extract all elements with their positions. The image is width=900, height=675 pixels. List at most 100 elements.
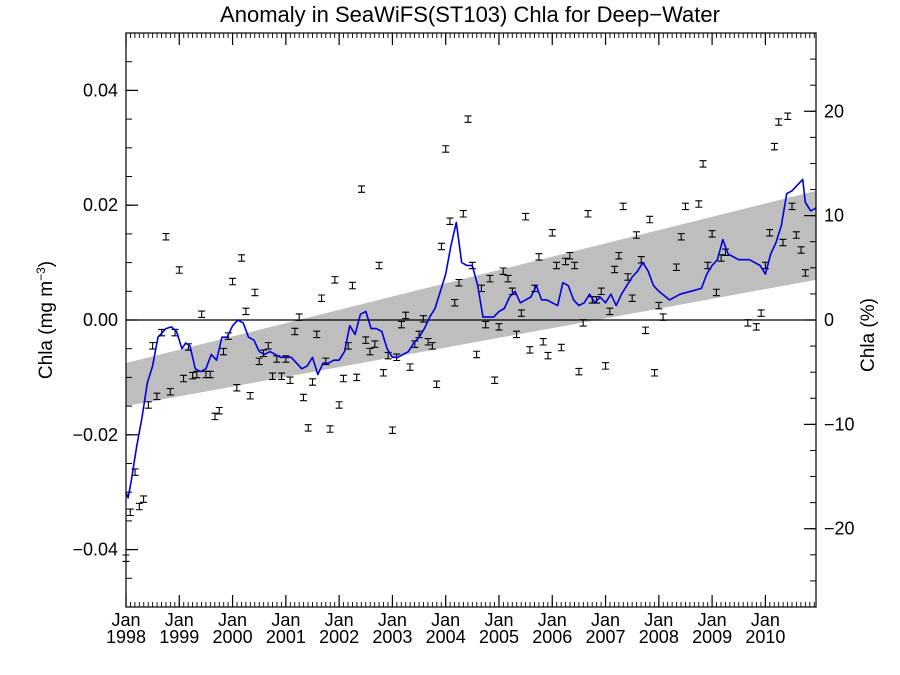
x-tick-year-label: 2010	[745, 627, 785, 647]
data-point	[651, 369, 659, 377]
x-tick-year-label: 2001	[266, 627, 306, 647]
data-point	[419, 315, 427, 323]
data-point	[264, 342, 272, 350]
right-y-axis: −20 −10 0 10 20	[804, 58, 855, 582]
data-point	[695, 200, 703, 208]
data-point	[313, 330, 321, 339]
data-point	[326, 425, 334, 433]
data-point	[464, 115, 472, 123]
data-point	[597, 287, 605, 296]
data-point	[153, 392, 161, 401]
data-point	[251, 288, 259, 297]
data-point	[473, 350, 481, 359]
data-point	[486, 274, 494, 283]
data-point	[242, 307, 250, 316]
right-tick-label: 0	[824, 310, 834, 330]
data-point	[504, 274, 512, 283]
x-tick-year-label: 2000	[213, 627, 253, 647]
data-point	[299, 393, 307, 402]
data-point	[562, 257, 570, 266]
data-point	[459, 210, 467, 218]
data-point	[522, 212, 530, 221]
left-y-axis-label: Chla (mg m−3)	[34, 261, 57, 379]
data-point	[362, 336, 370, 344]
x-tick-year-label: 2004	[426, 627, 466, 647]
data-point	[220, 347, 228, 356]
data-point	[672, 263, 680, 271]
data-point	[375, 261, 383, 270]
data-point	[269, 372, 277, 381]
right-tick-label: −20	[824, 519, 855, 539]
right-tick-label: 10	[824, 206, 844, 226]
right-tick-label: 20	[824, 101, 844, 121]
data-point	[775, 118, 783, 126]
data-point	[402, 311, 410, 320]
data-point	[286, 376, 294, 385]
data-point	[539, 338, 547, 346]
data-point	[548, 229, 556, 237]
data-point	[366, 347, 374, 356]
data-point	[602, 362, 610, 370]
x-tick-year-label: 2009	[692, 627, 732, 647]
data-point	[353, 373, 361, 382]
data-point	[339, 374, 347, 383]
data-point	[189, 371, 197, 380]
data-point	[348, 281, 356, 290]
data-point	[335, 401, 343, 409]
data-point	[304, 424, 312, 432]
left-y-axis: −0.04 −0.02 0.00 0.02 0.04	[72, 32, 138, 608]
x-tick-year-label: 1998	[106, 627, 146, 647]
data-point	[659, 313, 667, 321]
x-tick-month-label: Jan	[378, 610, 407, 630]
data-point	[140, 495, 148, 503]
data-point	[766, 229, 774, 237]
data-point	[571, 261, 579, 270]
data-point	[371, 340, 379, 348]
data-point	[295, 313, 303, 321]
smoothed-line-layer	[125, 178, 817, 499]
data-point	[149, 342, 157, 350]
data-point	[611, 265, 619, 274]
data-point	[424, 338, 432, 346]
data-point	[721, 248, 729, 257]
data-point	[162, 233, 170, 241]
data-point	[135, 502, 143, 511]
chart-title: Anomaly in SeaWiFS(ST103) Chla for Deep−…	[220, 2, 720, 27]
left-tick-label: −0.04	[72, 540, 118, 560]
x-tick-year-label: 1999	[159, 627, 199, 647]
data-point	[255, 357, 263, 366]
data-point	[699, 160, 707, 168]
data-point	[655, 301, 663, 310]
data-point	[144, 401, 152, 409]
data-point	[278, 372, 286, 381]
data-point	[215, 406, 223, 415]
data-point	[433, 380, 441, 389]
data-point	[318, 294, 326, 302]
data-point	[238, 254, 246, 262]
data-point	[575, 367, 583, 376]
data-point	[428, 342, 436, 350]
x-tick-month-label: Jan	[751, 610, 780, 630]
data-point	[632, 231, 640, 239]
data-point	[388, 426, 396, 434]
data-point	[797, 246, 805, 254]
x-tick-month-label: Jan	[325, 610, 354, 630]
data-point	[229, 277, 237, 286]
data-point	[553, 261, 561, 270]
data-point	[308, 378, 316, 386]
data-point	[358, 185, 366, 193]
x-tick-month-label: Jan	[644, 610, 673, 630]
x-tick-month-label: Jan	[111, 610, 140, 630]
x-tick-month-label: Jan	[165, 610, 194, 630]
left-tick-label: −0.02	[72, 425, 118, 445]
trend-band	[126, 190, 816, 407]
data-point	[451, 299, 459, 307]
data-point	[291, 327, 299, 336]
x-tick-month-label: Jan	[591, 610, 620, 630]
data-point	[619, 202, 627, 211]
data-point	[784, 112, 792, 120]
left-tick-label: 0.02	[83, 195, 118, 215]
x-tick-year-label: 2002	[319, 627, 359, 647]
data-point	[406, 363, 414, 371]
